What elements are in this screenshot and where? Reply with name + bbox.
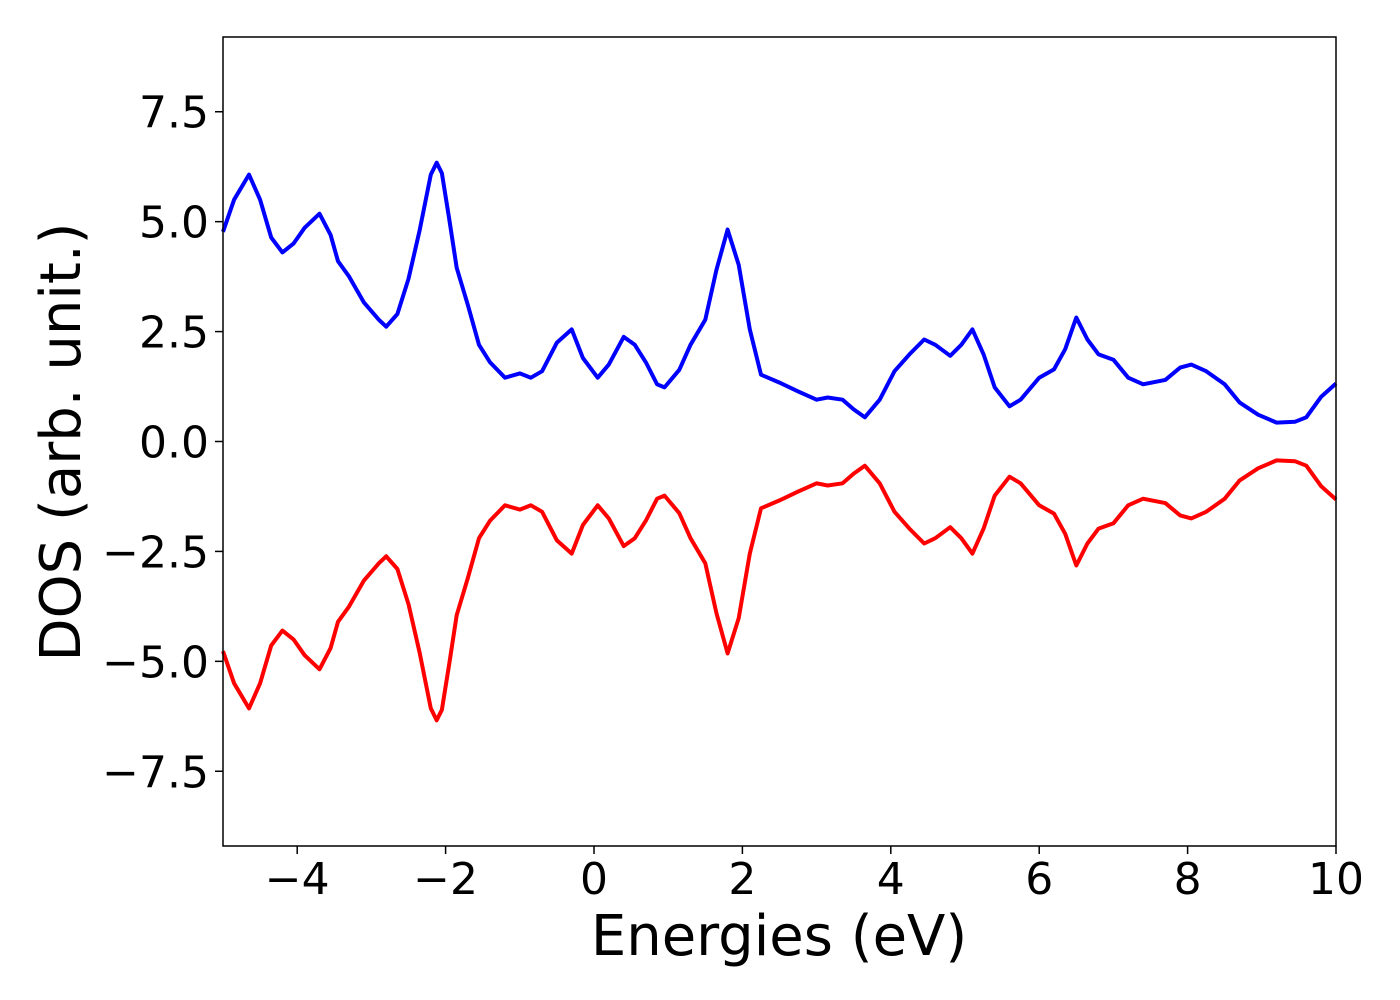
x-tick-label: 4 xyxy=(877,854,905,905)
y-tick-label: 5.0 xyxy=(139,198,209,249)
x-tick-label: −2 xyxy=(413,854,478,905)
y-axis-label: DOS (arb. unit.) xyxy=(29,222,94,661)
dos-line xyxy=(221,160,1338,425)
dos-line xyxy=(221,458,1338,723)
y-tick-label: 7.5 xyxy=(139,88,209,139)
x-tick-label: −4 xyxy=(265,854,330,905)
x-axis-label: Energies (eV) xyxy=(591,904,967,969)
y-tick-label: 2.5 xyxy=(139,308,209,359)
y-tick-label: 0.0 xyxy=(139,418,209,469)
x-tick-label: 8 xyxy=(1174,854,1202,905)
y-tick-label: −7.5 xyxy=(102,747,209,798)
y-tick-label: −5.0 xyxy=(102,637,209,688)
x-tick-label: 2 xyxy=(728,854,756,905)
x-tick-label: 0 xyxy=(580,854,608,905)
x-tick-label: 10 xyxy=(1308,854,1364,905)
y-tick-label: −2.5 xyxy=(102,527,209,578)
x-tick-label: 6 xyxy=(1025,854,1053,905)
plot-frame xyxy=(222,36,1337,847)
